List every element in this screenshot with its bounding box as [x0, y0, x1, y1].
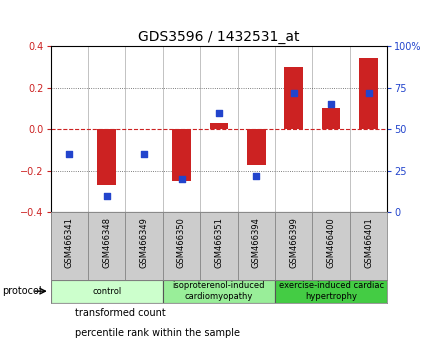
Bar	[200, 212, 238, 280]
Bar	[350, 212, 387, 280]
Text: GSM466349: GSM466349	[139, 217, 149, 268]
Text: GSM466394: GSM466394	[252, 217, 261, 268]
Text: GSM466341: GSM466341	[65, 217, 74, 268]
Text: isoproterenol-induced
cardiomyopathy: isoproterenol-induced cardiomyopathy	[172, 281, 265, 301]
Text: GSM466348: GSM466348	[102, 217, 111, 268]
Title: GDS3596 / 1432531_at: GDS3596 / 1432531_at	[138, 30, 300, 44]
Point	[327, 101, 335, 107]
Bar	[275, 212, 312, 280]
Bar	[163, 212, 200, 280]
Text: GSM466401: GSM466401	[364, 217, 373, 268]
Point	[103, 193, 110, 199]
Point	[141, 152, 148, 157]
Bar	[247, 129, 266, 165]
Bar	[238, 212, 275, 280]
Point	[66, 152, 73, 157]
Text: GSM466351: GSM466351	[214, 217, 224, 268]
Bar	[209, 123, 228, 129]
Text: GSM466350: GSM466350	[177, 217, 186, 268]
Point	[365, 90, 372, 96]
Bar	[275, 280, 387, 303]
Bar	[125, 212, 163, 280]
Text: percentile rank within the sample: percentile rank within the sample	[75, 328, 240, 338]
Text: exercise-induced cardiac
hypertrophy: exercise-induced cardiac hypertrophy	[279, 281, 384, 301]
Bar	[51, 212, 88, 280]
Text: GSM466400: GSM466400	[326, 217, 336, 268]
Bar	[284, 67, 303, 129]
Bar	[51, 280, 163, 303]
Text: GSM466399: GSM466399	[289, 217, 298, 268]
Point	[253, 173, 260, 179]
Text: control: control	[92, 287, 121, 296]
Text: transformed count: transformed count	[75, 308, 165, 318]
Bar	[322, 108, 341, 129]
Text: protocol: protocol	[2, 286, 42, 296]
Bar	[312, 212, 350, 280]
Bar	[97, 129, 116, 185]
Point	[290, 90, 297, 96]
Point	[216, 110, 222, 115]
Bar	[88, 212, 125, 280]
Bar	[172, 129, 191, 181]
Bar	[359, 58, 378, 129]
Point	[178, 176, 185, 182]
Bar	[163, 280, 275, 303]
